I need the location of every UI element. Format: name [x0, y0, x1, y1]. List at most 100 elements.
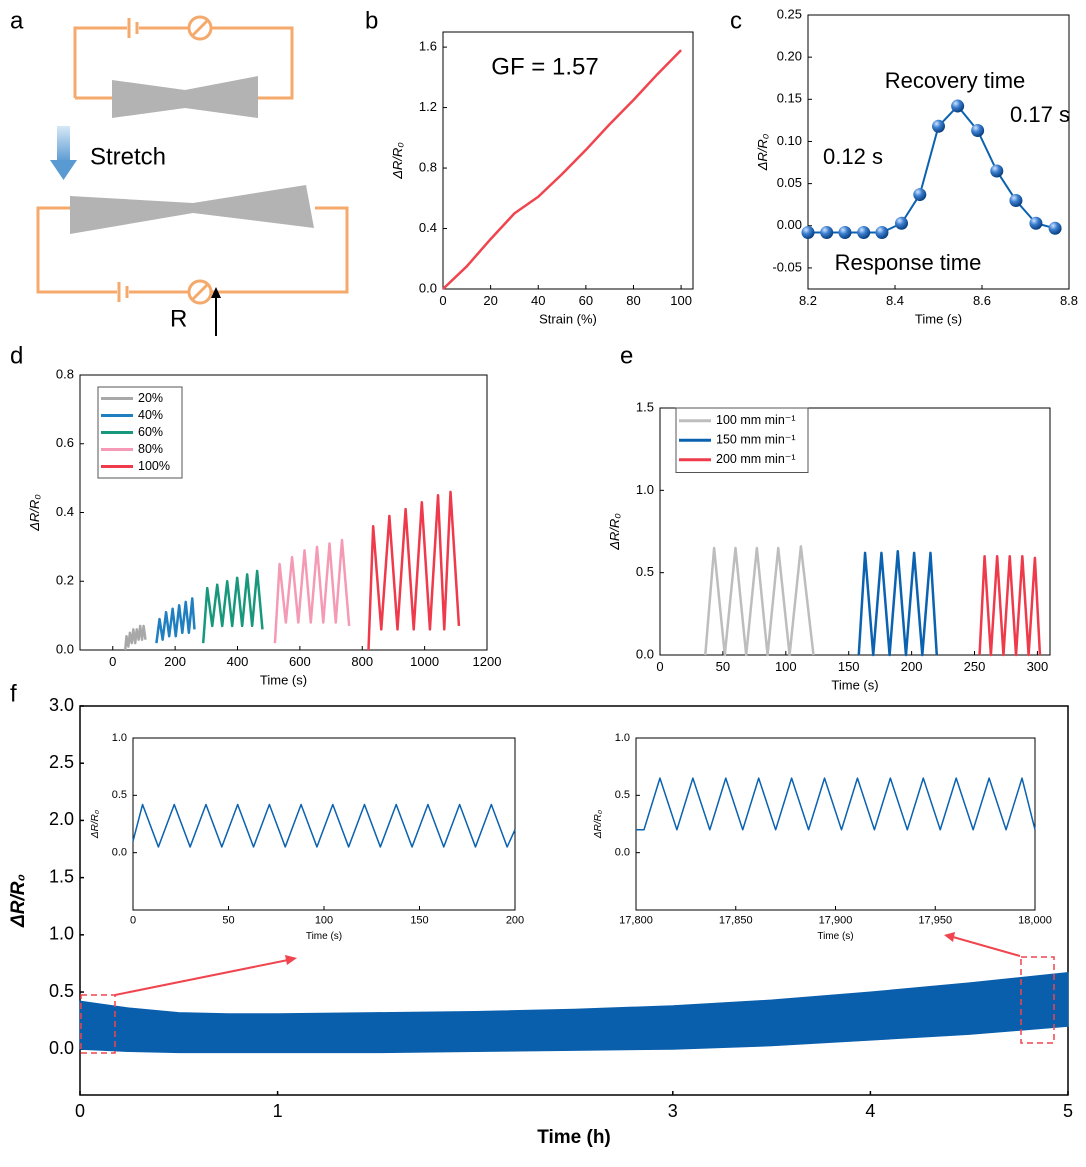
y-axis-title: ΔR/R₀ — [755, 133, 770, 171]
zoom-box — [80, 994, 116, 1054]
x-tick-label: 60 — [579, 293, 593, 308]
x-tick-label: 17,950 — [918, 914, 952, 926]
y-tick-label: 2.0 — [49, 809, 74, 829]
y-tick-label: 1.2 — [419, 99, 437, 114]
annotation: 0.12 s — [823, 144, 883, 169]
data-point — [857, 226, 871, 240]
legend-label: 100% — [138, 459, 170, 473]
data-line — [857, 550, 939, 657]
y-tick-label: 1.5 — [636, 399, 654, 414]
data-point — [951, 99, 965, 113]
data-point — [913, 188, 927, 202]
stretch-label: Stretch — [90, 143, 166, 170]
panel-label: a — [10, 7, 24, 34]
y-tick-label: 0.0 — [636, 646, 654, 661]
y-tick-label: 0.4 — [419, 220, 437, 235]
meter — [187, 15, 213, 41]
chart: 0 50 100 150 200 250 300 0.0 0.5 1.0 1.5 Time (s) ΔR… — [607, 342, 1051, 693]
x-tick-label: 8.8 — [1060, 293, 1078, 308]
y-tick-label: 0.10 — [777, 133, 802, 148]
data-line — [636, 777, 1036, 831]
legend-label: 40% — [138, 408, 163, 422]
y-axis-title: ΔR/R₀ — [390, 142, 405, 180]
x-axis-title: Time (h) — [537, 1127, 611, 1148]
data-line — [155, 597, 196, 644]
y-tick-label: 0.0 — [56, 641, 74, 656]
data-point — [895, 216, 909, 230]
data-line — [132, 803, 516, 848]
y-tick-label: -0.05 — [772, 259, 802, 274]
data-line — [123, 624, 147, 651]
x-tick-label: 0 — [109, 654, 116, 669]
wire — [36, 206, 349, 294]
chart: 0 20 40 60 80 100 0.0 0.4 0.8 1.2 1.6 Strain (%) ΔR/… — [365, 7, 694, 327]
x-tick-label: 50 — [716, 659, 730, 674]
legend-label: 200 mm min⁻¹ — [716, 452, 796, 466]
x-tick-label: 0 — [130, 914, 136, 926]
y-tick-label: 0.5 — [49, 981, 74, 1001]
chart: 0 50 100 150 200 0.0 0.5 1.0 Time (s) ΔR/R₀ — [90, 732, 524, 942]
zoom-arrow-head — [944, 932, 955, 942]
x-tick-label: 250 — [964, 659, 986, 674]
y-tick-label: 1.0 — [112, 732, 127, 744]
data-point — [1029, 216, 1043, 230]
x-tick-label: 600 — [289, 654, 311, 669]
y-tick-label: 0.05 — [777, 175, 802, 190]
x-tick-label: 1200 — [473, 654, 502, 669]
sample — [112, 76, 258, 118]
legend-label: 150 mm min⁻¹ — [716, 433, 796, 447]
plot-frame — [635, 737, 1036, 911]
zoom-box — [1020, 956, 1055, 1044]
x-tick-label: 100 — [315, 914, 333, 926]
x-tick-label: 50 — [222, 914, 234, 926]
x-tick-label: 400 — [227, 654, 249, 669]
data-line — [704, 545, 815, 657]
x-tick-label: 0 — [656, 659, 663, 674]
data-line — [978, 554, 1042, 657]
x-tick-label: 5 — [1063, 1101, 1073, 1121]
x-tick-label: 1 — [273, 1101, 283, 1121]
y-tick-label: 0.20 — [777, 49, 802, 64]
y-tick-label: 1.0 — [636, 482, 654, 497]
y-axis-title: ΔR/R₀ — [8, 874, 29, 928]
y-tick-label: 0.5 — [615, 789, 630, 801]
x-tick-label: 8.4 — [886, 293, 904, 308]
sample — [70, 185, 314, 234]
y-axis-title: ΔR/R₀ — [607, 513, 622, 551]
data-point — [820, 226, 834, 240]
y-tick-label: 0.0 — [112, 847, 127, 859]
data-point — [971, 124, 985, 138]
legend-label: 20% — [138, 391, 163, 405]
x-tick-label: 200 — [506, 914, 524, 926]
y-tick-label: 0.15 — [777, 91, 802, 106]
data-point — [801, 226, 815, 240]
y-tick-label: 0.4 — [56, 504, 74, 519]
x-tick-label: 40 — [531, 293, 545, 308]
data-point — [875, 226, 889, 240]
x-tick-label: 200 — [901, 659, 923, 674]
x-axis-title: Time (s) — [260, 673, 307, 688]
y-tick-label: 1.6 — [419, 39, 437, 54]
annotation: GF = 1.57 — [491, 53, 598, 80]
panel-label: c — [730, 7, 742, 34]
x-tick-label: 20 — [483, 293, 497, 308]
y-tick-label: 0.25 — [777, 6, 802, 21]
x-axis-title: Time (s) — [306, 931, 342, 942]
chart: 17,800 17,850 17,900 17,950 18,000 0.0 0.5 1.0 T… — [593, 732, 1052, 942]
x-axis-title: Time (s) — [915, 312, 962, 327]
data-point — [990, 164, 1004, 178]
x-tick-label: 150 — [838, 659, 860, 674]
data-point — [1048, 221, 1062, 235]
meter — [187, 279, 213, 305]
x-tick-label: 17,800 — [619, 914, 653, 926]
y-tick-label: 3.0 — [49, 695, 74, 715]
panel-label: e — [620, 342, 633, 369]
x-axis-title: Time (s) — [831, 678, 878, 693]
y-tick-label: 0.00 — [777, 217, 802, 232]
y-tick-label: 0.0 — [419, 280, 437, 295]
y-axis-title: ΔR/R₀ — [593, 810, 604, 839]
x-tick-label: 300 — [1027, 659, 1049, 674]
data-line — [442, 49, 682, 290]
